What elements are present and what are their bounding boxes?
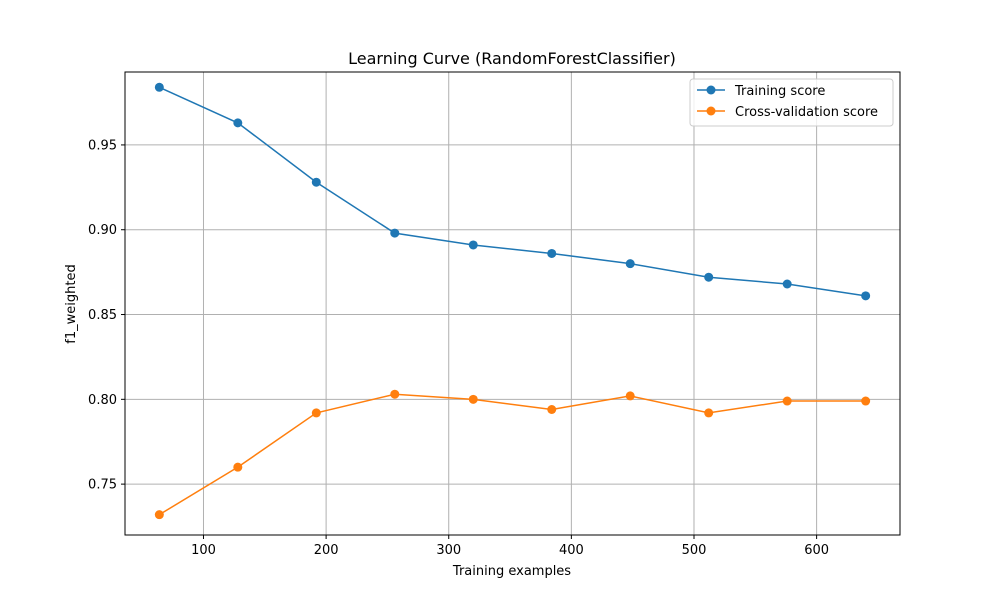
y-tick-label: 0.95 xyxy=(88,138,117,153)
series-line-0 xyxy=(159,86,866,297)
legend: Training score Cross-validation score xyxy=(689,78,894,127)
series-1-point xyxy=(390,389,400,399)
series-0-point xyxy=(390,228,400,238)
series-1-point xyxy=(233,462,243,472)
grid xyxy=(125,72,900,535)
series-0-point xyxy=(861,291,871,301)
ticks: 100 200 300 400 500 600 0.75 0.80 0.85 0.90 0.95 xyxy=(88,138,829,558)
series-0-point xyxy=(233,118,243,128)
series-1-point xyxy=(154,510,164,520)
legend-box xyxy=(689,78,894,127)
series-0-point xyxy=(547,248,557,258)
series-0-point xyxy=(154,82,164,92)
series-layer xyxy=(154,82,871,520)
plot-frame xyxy=(124,71,901,536)
series-line-1 xyxy=(158,393,866,516)
series-1-point xyxy=(861,396,871,406)
chart-title: Learning Curve (RandomForestClassifier) xyxy=(348,49,676,68)
series-0-point xyxy=(704,272,714,282)
series-1-point xyxy=(468,394,478,404)
series-0-point xyxy=(468,240,478,250)
x-tick-label: 400 xyxy=(559,543,584,558)
legend-marker-cross-validation xyxy=(706,106,716,116)
y-tick-label: 0.85 xyxy=(88,308,117,323)
series-0-point xyxy=(311,177,321,187)
series-1-point xyxy=(547,404,557,414)
y-tick-label: 0.80 xyxy=(88,393,117,408)
x-tick-label: 500 xyxy=(682,543,707,558)
x-tick-label: 600 xyxy=(804,543,829,558)
series-1-point xyxy=(625,391,635,401)
series-1-point xyxy=(782,396,792,406)
legend-label-cross-validation: Cross-validation score xyxy=(735,105,878,120)
legend-marker-training xyxy=(706,85,716,95)
x-tick-label: 300 xyxy=(436,543,461,558)
x-tick-label: 100 xyxy=(191,543,216,558)
y-tick-label: 0.90 xyxy=(88,223,117,238)
legend-label-training: Training score xyxy=(734,84,825,99)
y-tick-label: 0.75 xyxy=(88,478,117,493)
x-axis-label: Training examples xyxy=(452,564,571,579)
series-1-point xyxy=(311,408,321,418)
series-1-point xyxy=(704,408,714,418)
series-0-point xyxy=(782,279,792,289)
series-0-point xyxy=(625,259,635,269)
y-axis-label: f1_weighted xyxy=(64,264,79,343)
x-tick-label: 200 xyxy=(314,543,339,558)
